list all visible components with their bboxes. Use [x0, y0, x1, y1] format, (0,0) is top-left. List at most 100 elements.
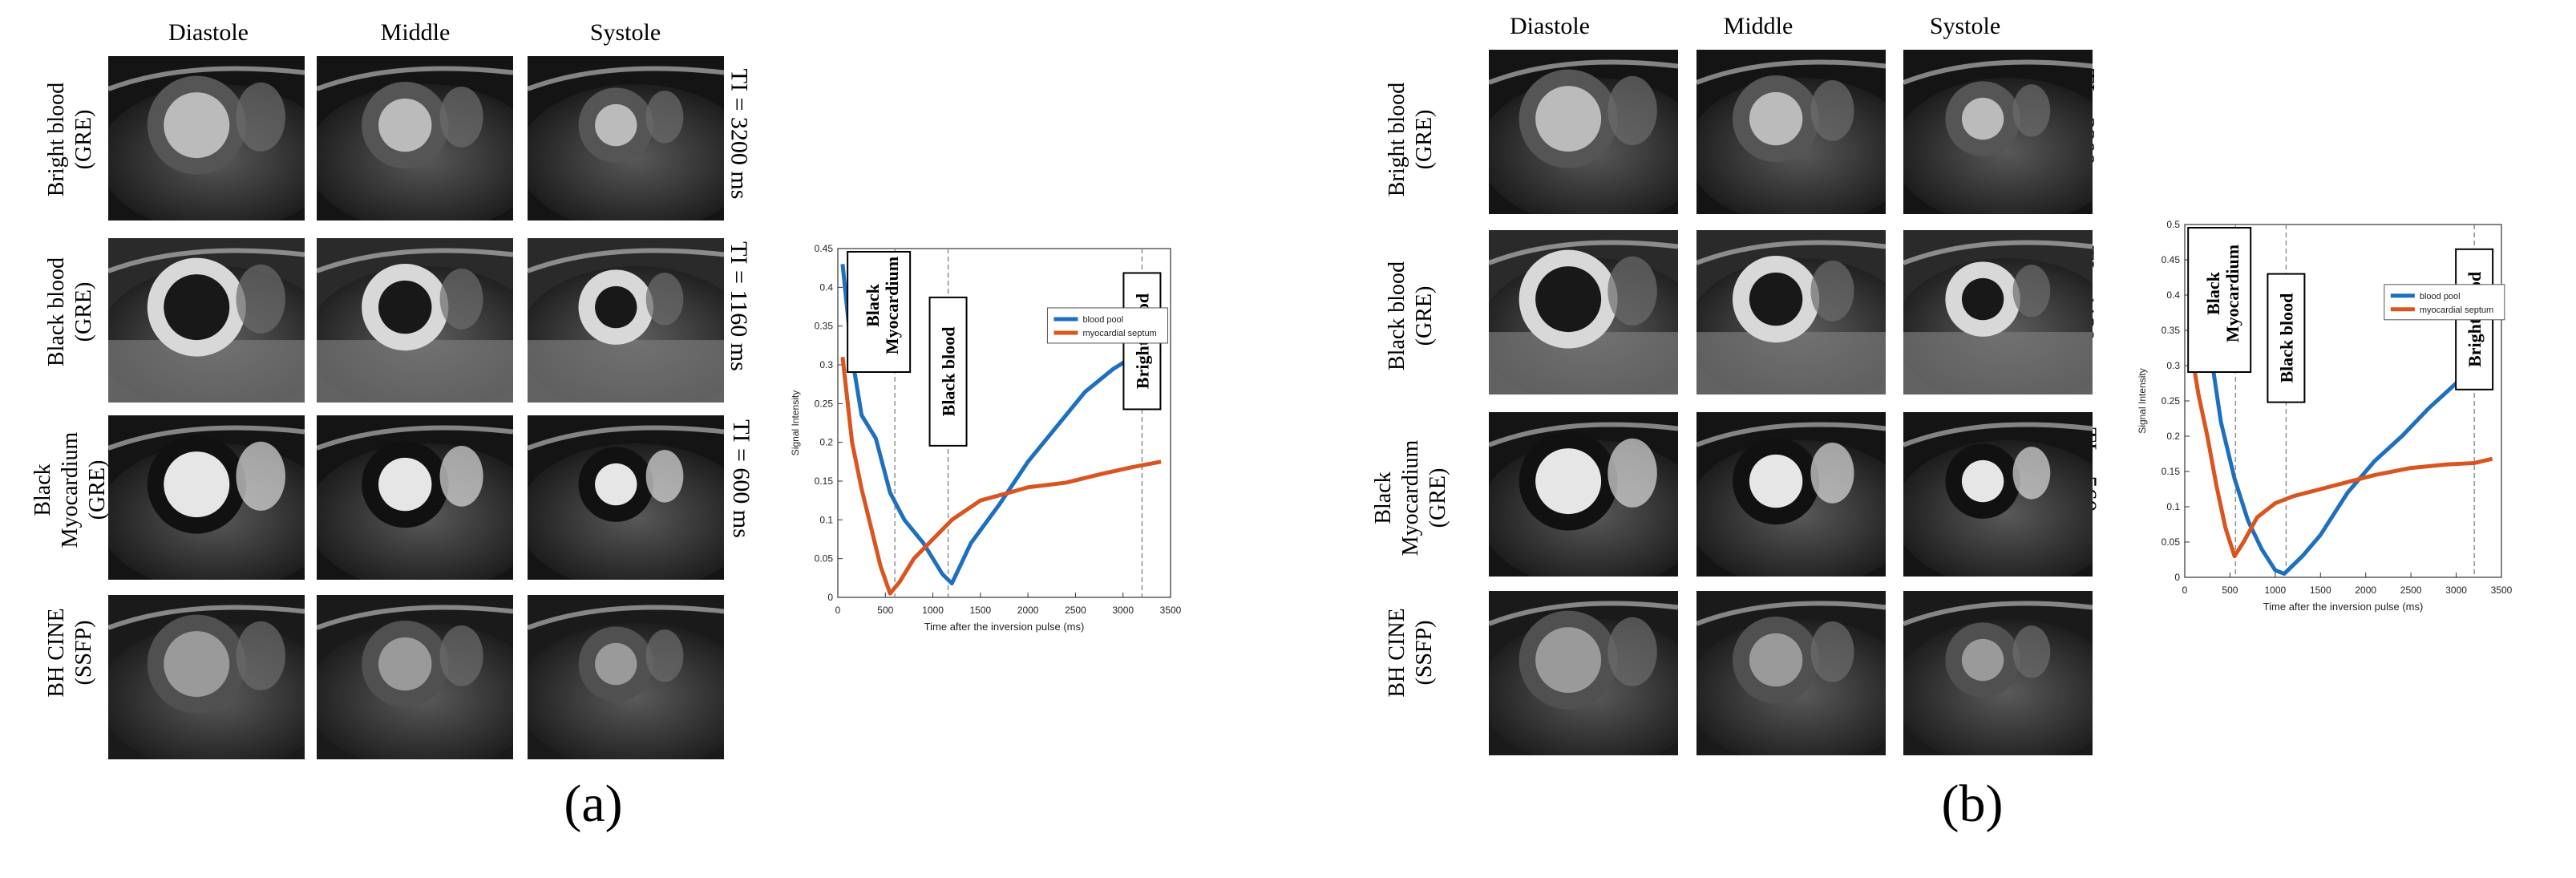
x-tick-label: 0 [835, 605, 841, 616]
ti-label-row3: TI = 600 ms [727, 419, 754, 538]
y-tick-label: 0.3 [819, 359, 833, 370]
x-tick-label: 1000 [922, 605, 944, 616]
row-label-line: (GRE) [71, 109, 96, 170]
y-tick-label: 0.45 [2161, 254, 2181, 265]
row-label-line: Bright blood [1385, 82, 1409, 197]
x-tick-label: 1500 [2310, 585, 2331, 596]
panel-a: Diastole Middle Systole Bright blood (GR… [0, 0, 1283, 878]
x-tick-label: 2000 [1017, 605, 1039, 616]
mri-image-r3-c1 [108, 415, 305, 580]
chart-svg: 0 500 1000 1500 2000 2500 3000 3500 0 0.05 0.1 0.15… [2137, 219, 2513, 613]
annotation-text: Black [2203, 271, 2223, 315]
x-tick-label: 3000 [2445, 585, 2467, 596]
row-label-line: (GRE) [1412, 285, 1437, 346]
annotation-box [847, 251, 912, 373]
signal-chart-b: 0 500 1000 1500 2000 2500 3000 3500 0 0.05 0.1 0.15… [2133, 216, 2517, 625]
annotation-box [928, 296, 968, 447]
y-tick-label: 0.2 [2166, 431, 2180, 442]
mri-image-r1-c1 [108, 56, 305, 221]
row-label-line: Black [30, 463, 55, 516]
row-label-black-blood: Black blood (GRE) [43, 232, 98, 392]
y-tick-label: 0.05 [2161, 536, 2181, 548]
y-tick-label: 0.25 [815, 398, 834, 409]
mri-image-r1-c1 [1489, 50, 1678, 214]
row-label-black-myocardium: Black Myocardium (GRE) [30, 410, 111, 570]
legend-label: blood pool [2420, 292, 2461, 301]
annotation-box [2267, 273, 2306, 403]
ti-label-row1: TI = 3200 ms [726, 68, 753, 200]
y-tick-label: 0 [827, 592, 833, 603]
panel-b: Diastole Middle Systole Bright blood (GR… [1371, 0, 2576, 878]
mri-image-r3-c2 [317, 415, 513, 580]
y-tick-label: 0.15 [815, 475, 834, 487]
y-tick-label: 0.45 [815, 243, 834, 254]
annotation-text: Myocardium [882, 257, 902, 354]
x-axis-label: Time after the inversion pulse (ms) [2263, 601, 2424, 613]
col-systole: Systole [1929, 13, 2001, 39]
y-tick-label: 0.05 [815, 553, 834, 564]
legend-box [2384, 284, 2505, 321]
x-tick-label: 500 [2222, 585, 2238, 596]
legend-box [1046, 307, 1168, 344]
y-tick-label: 0.4 [2166, 289, 2180, 301]
y-tick-label: 0 [2174, 572, 2180, 583]
row-label-bh-cine: BH CINE (SSFP) [1384, 573, 1438, 733]
annotation-box [2187, 227, 2252, 373]
ti-label-row2: TI = 1160 ms [725, 241, 752, 371]
row-label-line: BH CINE [1385, 608, 1409, 698]
x-tick-label: 3500 [1160, 605, 1182, 616]
mri-image-r3-c3 [1903, 412, 2093, 577]
mri-image-r4-c1 [1489, 591, 1678, 755]
row-label-line: Myocardium [58, 431, 83, 548]
y-tick-label: 0.3 [2166, 360, 2180, 371]
panel-letter-a: (a) [564, 775, 623, 833]
x-tick-label: 0 [2182, 585, 2188, 596]
y-axis-label: Signal Intensity [2137, 368, 2148, 433]
y-tick-label: 0.15 [2161, 466, 2181, 477]
row-label-line: Black [1371, 471, 1396, 524]
row-label-line: (GRE) [1412, 109, 1437, 170]
y-axis-label: Signal Intensity [790, 390, 801, 455]
y-tick-label: 0.4 [819, 281, 833, 293]
legend-label: myocardial septum [1082, 329, 1156, 338]
row-label-line: (SSFP) [1412, 620, 1437, 686]
x-tick-label: 1500 [970, 605, 992, 616]
y-tick-label: 0.35 [2161, 325, 2181, 336]
row-label-bright-blood: Bright blood (GRE) [1384, 59, 1438, 220]
x-tick-label: 500 [877, 605, 893, 616]
row-label-bright-blood: Bright blood (GRE) [43, 59, 98, 220]
mri-image-r4-c1 [108, 595, 305, 759]
legend-label: blood pool [1082, 315, 1123, 325]
panel-letter-b: (b) [1941, 775, 2004, 833]
x-tick-label: 3000 [1112, 605, 1134, 616]
mri-image-r2-c3 [1903, 230, 2093, 394]
row-label-line: (GRE) [71, 281, 96, 342]
col-systole: Systole [589, 19, 661, 46]
row-label-black-myocardium: Black Myocardium (GRE) [1370, 418, 1452, 578]
row-label-line: Bright blood [44, 82, 69, 197]
mri-image-r3-c3 [528, 415, 724, 580]
row-label-line: Black blood [44, 257, 69, 367]
x-axis-label: Time after the inversion pulse (ms) [924, 621, 1085, 633]
row-label-line: (GRE) [85, 459, 110, 520]
mri-image-r1-c2 [1696, 50, 1886, 214]
mri-image-r4-c3 [1903, 591, 2093, 755]
x-tick-label: 2500 [2400, 585, 2422, 596]
y-tick-label: 0.25 [2161, 395, 2181, 407]
annotation-text: Myocardium [2222, 245, 2242, 342]
series-myocardial-septum [2187, 337, 2493, 559]
row-label-line: Black blood [1385, 261, 1409, 371]
y-tick-label: 0.5 [2166, 219, 2180, 230]
mri-image-r2-c1 [108, 238, 305, 403]
mri-image-r2-c2 [317, 238, 513, 403]
mri-image-r4-c2 [1696, 591, 1886, 755]
signal-chart-a: 0 500 1000 1500 2000 2500 3000 3500 0 0.05 0.1 0.15… [786, 241, 1187, 645]
chart-svg: 0 500 1000 1500 2000 2500 3000 3500 0 0.05 0.1 0.15… [790, 243, 1182, 633]
mri-image-r2-c1 [1489, 230, 1678, 394]
row-label-line: (GRE) [1425, 467, 1450, 528]
row-label-line: Myocardium [1398, 439, 1423, 556]
col-diastole: Diastole [168, 19, 249, 46]
col-diastole: Diastole [1510, 13, 1590, 39]
x-tick-label: 2500 [1065, 605, 1086, 616]
series-blood-pool [2187, 245, 2493, 577]
